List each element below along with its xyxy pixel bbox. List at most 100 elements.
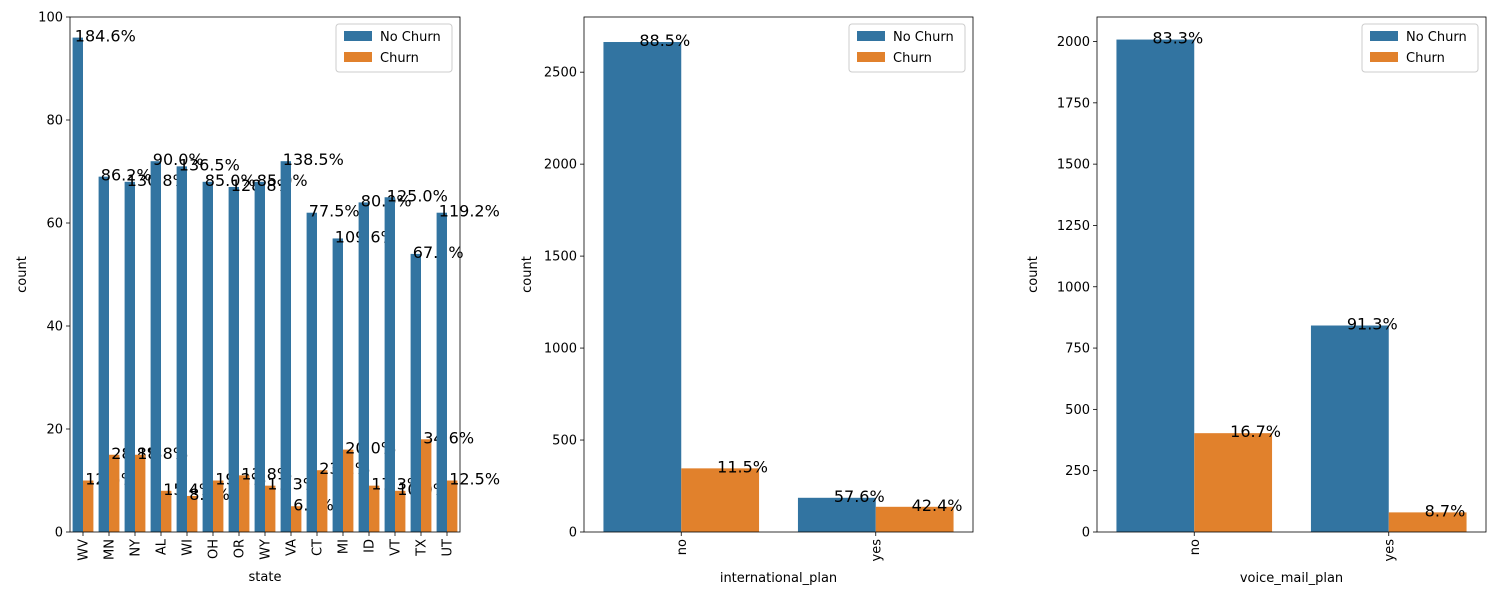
x-axis-label: international_plan: [720, 571, 837, 586]
x-tick-label-mn: MN: [103, 539, 118, 560]
value-label-no-churn-yes: 91.3%: [1347, 315, 1398, 334]
x-tick-label-al: AL: [155, 538, 170, 555]
bar-churn-ut: [447, 480, 458, 532]
x-tick-label-yes: yes: [1382, 539, 1397, 562]
bar-churn-or: [239, 475, 250, 532]
x-tick-label-wv: WV: [77, 539, 92, 561]
legend-swatch-churn: [344, 52, 372, 62]
value-label-churn-id: 17.3%: [371, 475, 422, 494]
value-label-no-churn-yes: 57.6%: [834, 487, 885, 506]
y-axis-label: count: [520, 256, 535, 293]
value-label-churn-no: 16.7%: [1230, 422, 1281, 441]
bar-no-churn-ut: [436, 212, 447, 532]
bar-churn-oh: [213, 480, 224, 532]
value-label-churn-no: 11.5%: [717, 457, 768, 476]
y-tick-label: 750: [1065, 342, 1090, 357]
y-tick-label: 2500: [544, 66, 577, 81]
legend-swatch-no-churn: [857, 31, 885, 41]
y-tick-label: 20: [46, 423, 63, 438]
bar-no-churn-mi: [332, 238, 343, 532]
y-axis-label: count: [1026, 256, 1041, 293]
y-axis-label: count: [15, 256, 30, 293]
bar-no-churn-yes: [1310, 325, 1389, 532]
y-tick-label: 1500: [1057, 158, 1090, 173]
bar-churn-no: [1194, 433, 1273, 532]
value-label-no-churn-oh: 85.0%: [205, 171, 256, 190]
bar-no-churn-ny: [124, 181, 135, 533]
y-tick-label: 500: [552, 434, 577, 449]
value-label-no-churn-vt: 125.0%: [387, 186, 448, 205]
legend-swatch-no-churn: [344, 31, 372, 41]
x-tick-label-id: ID: [363, 539, 378, 553]
bar-churn-wi: [187, 495, 198, 532]
value-label-no-churn-al: 90.0%: [153, 150, 204, 169]
y-tick-label: 0: [569, 526, 577, 541]
legend-label-churn: Churn: [380, 51, 419, 66]
legend-label-no-churn: No Churn: [380, 30, 441, 45]
x-tick-label-tx: TX: [415, 539, 430, 557]
bar-churn-yes: [875, 506, 954, 532]
value-label-churn-tx: 34.6%: [423, 428, 474, 447]
bar-churn-no: [681, 468, 760, 532]
bar-no-churn-yes: [797, 497, 876, 532]
bar-churn-al: [161, 490, 172, 532]
bar-no-churn-wv: [72, 37, 83, 532]
x-tick-label-oh: OH: [207, 539, 222, 559]
chart-panels: 184.6%12.5%86.2%28.8%130.8%18.8%90.0%15.…: [15, 11, 1487, 586]
legend-swatch-churn: [1370, 52, 1398, 62]
bar-churn-vt: [395, 490, 406, 532]
y-tick-label: 250: [1065, 464, 1090, 479]
x-tick-label-ny: NY: [129, 539, 144, 557]
y-tick-label: 2000: [1057, 35, 1090, 50]
bar-no-churn-wi: [176, 166, 187, 532]
legend-label-churn: Churn: [1406, 51, 1445, 66]
x-tick-label-no: no: [1188, 539, 1203, 555]
y-tick-label: 1000: [1057, 280, 1090, 295]
x-tick-label-mi: MI: [337, 539, 352, 554]
chart-panel-1: 184.6%12.5%86.2%28.8%130.8%18.8%90.0%15.…: [15, 11, 500, 586]
value-label-no-churn-wi: 136.5%: [179, 155, 240, 174]
chart-panel-2: 88.5% 11.5% 57.6% 42.4% 0 500 1000 1500 2000 2500…: [520, 16, 974, 586]
bar-no-churn-no: [603, 42, 682, 533]
bar-churn-yes: [1388, 512, 1467, 532]
bar-no-churn-vt: [384, 197, 395, 532]
legend: No Churn Churn: [1361, 23, 1479, 73]
bar-churn-id: [369, 485, 380, 532]
value-label-no-churn-wv: 184.6%: [75, 27, 136, 46]
value-label-churn-ut: 12.5%: [449, 470, 500, 489]
y-tick-label: 40: [46, 320, 63, 335]
y-tick-label: 0: [1082, 526, 1090, 541]
x-tick-label-va: VA: [285, 539, 300, 556]
bar-churn-mi: [343, 449, 354, 532]
x-tick-label-or: OR: [233, 539, 248, 558]
x-tick-label-ct: CT: [311, 539, 326, 556]
bar-churn-ny: [135, 454, 146, 532]
value-label-churn-ny: 18.8%: [137, 444, 188, 463]
bar-churn-wv: [83, 480, 94, 532]
value-label-churn-or: 13.8%: [241, 464, 292, 483]
bar-no-churn-tx: [410, 253, 421, 532]
legend-label-churn: Churn: [893, 51, 932, 66]
y-tick-label: 1250: [1057, 219, 1090, 234]
value-label-no-churn-no: 83.3%: [1152, 29, 1203, 48]
value-label-no-churn-no: 88.5%: [639, 31, 690, 50]
bar-no-churn-mn: [98, 176, 109, 532]
y-tick-label: 60: [46, 217, 63, 232]
x-tick-label-no: no: [675, 539, 690, 555]
bar-churn-mn: [109, 454, 120, 532]
y-tick-label: 1500: [544, 250, 577, 265]
legend-swatch-no-churn: [1370, 31, 1398, 41]
x-tick-label-wi: WI: [181, 539, 196, 556]
y-tick-label: 100: [38, 11, 63, 26]
legend-swatch-churn: [857, 52, 885, 62]
bar-churn-wy: [265, 485, 276, 532]
x-axis-label: voice_mail_plan: [1240, 571, 1343, 586]
bar-no-churn-oh: [202, 181, 213, 533]
x-tick-label-wy: WY: [259, 539, 274, 560]
value-label-churn-wy: 17.3%: [267, 475, 318, 494]
bar-no-churn-id: [358, 202, 369, 532]
bar-churn-va: [291, 506, 302, 532]
value-label-no-churn-va: 138.5%: [283, 150, 344, 169]
x-tick-label-yes: yes: [869, 539, 884, 562]
